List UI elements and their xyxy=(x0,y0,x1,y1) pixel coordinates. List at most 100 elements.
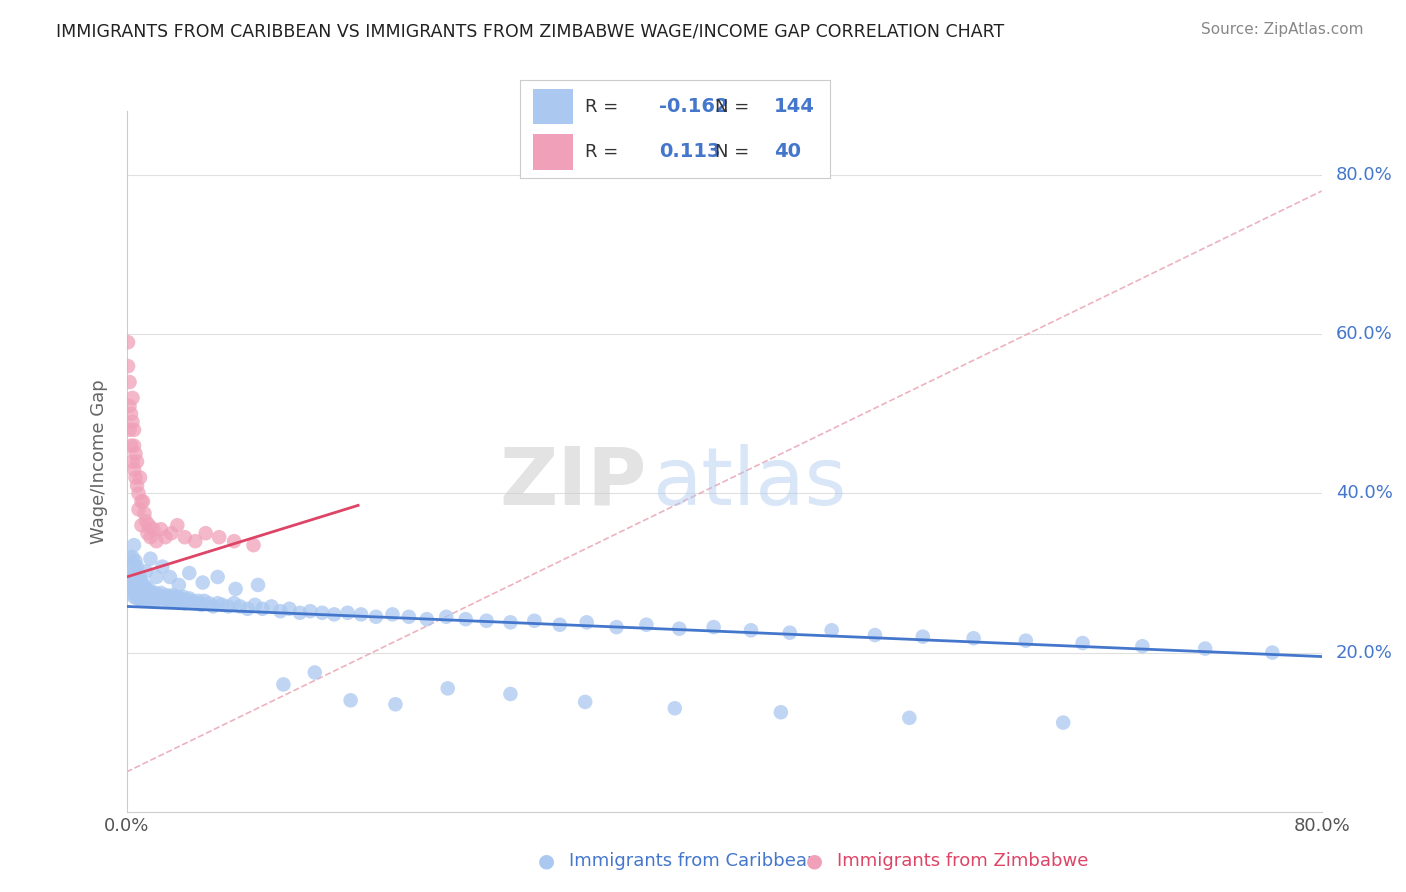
Point xyxy=(139,551,162,566)
Point xyxy=(118,399,141,413)
Point xyxy=(138,518,160,533)
Point xyxy=(193,594,215,608)
Point xyxy=(475,614,498,628)
Text: Immigrants from Zimbabwe: Immigrants from Zimbabwe xyxy=(837,852,1088,870)
Point xyxy=(398,609,420,624)
Point xyxy=(120,407,142,421)
Point xyxy=(548,617,571,632)
Point xyxy=(127,502,149,516)
Text: R =: R = xyxy=(585,98,619,116)
Point xyxy=(911,630,934,644)
Point xyxy=(169,591,191,606)
Bar xyxy=(533,134,572,169)
Point xyxy=(134,506,156,520)
Point xyxy=(122,538,145,552)
Text: Immigrants from Caribbean: Immigrants from Caribbean xyxy=(569,852,818,870)
Bar xyxy=(533,89,572,124)
Y-axis label: Wage/Income Gap: Wage/Income Gap xyxy=(90,379,108,544)
Point xyxy=(138,591,160,606)
Point xyxy=(499,615,522,630)
Point xyxy=(160,594,183,608)
Point xyxy=(132,590,155,604)
Point xyxy=(242,538,264,552)
Point xyxy=(155,591,177,606)
Point xyxy=(179,591,201,606)
Point xyxy=(122,570,145,584)
Point xyxy=(135,582,157,596)
Point xyxy=(152,590,174,604)
Point xyxy=(222,596,246,610)
Point xyxy=(118,570,141,584)
Point xyxy=(125,574,148,588)
Point xyxy=(384,698,406,712)
Point xyxy=(779,625,801,640)
Point xyxy=(136,586,159,600)
Text: 40: 40 xyxy=(773,143,801,161)
Point xyxy=(142,591,165,606)
Point xyxy=(304,665,326,680)
Point xyxy=(606,620,628,634)
Point xyxy=(122,582,145,596)
Point xyxy=(143,586,166,600)
Point xyxy=(127,588,149,602)
Point xyxy=(155,530,177,544)
Point xyxy=(159,590,181,604)
Point xyxy=(197,596,219,610)
Point xyxy=(575,615,598,630)
Point xyxy=(636,617,658,632)
Point xyxy=(170,594,193,608)
Point xyxy=(211,598,233,612)
Point xyxy=(364,609,387,624)
Point xyxy=(863,628,886,642)
Point xyxy=(134,578,156,592)
Point xyxy=(436,681,458,696)
Point xyxy=(416,612,439,626)
Point xyxy=(124,554,146,568)
Point xyxy=(127,486,149,500)
Point xyxy=(132,582,155,596)
Point xyxy=(179,566,201,580)
Point xyxy=(1194,641,1216,656)
Point xyxy=(145,570,167,584)
Point xyxy=(1261,646,1284,660)
Point xyxy=(299,604,322,618)
Point xyxy=(311,606,333,620)
Point xyxy=(157,594,180,608)
Point xyxy=(131,494,153,508)
Point xyxy=(187,594,209,608)
Point xyxy=(145,590,167,604)
Point xyxy=(117,359,139,373)
Point xyxy=(121,415,143,429)
Point xyxy=(156,588,179,602)
Point xyxy=(143,594,166,608)
Point xyxy=(125,582,148,596)
Point xyxy=(124,586,146,600)
Point xyxy=(523,614,546,628)
Point xyxy=(120,574,142,588)
Point xyxy=(174,594,197,608)
Point xyxy=(125,559,148,574)
Point xyxy=(129,586,152,600)
Point xyxy=(118,375,141,389)
Point xyxy=(118,550,141,565)
Point xyxy=(381,607,404,622)
Point xyxy=(122,439,145,453)
Point xyxy=(129,570,152,584)
Point xyxy=(125,454,148,469)
Text: 80.0%: 80.0% xyxy=(1336,166,1393,184)
Point xyxy=(132,582,155,596)
Point xyxy=(163,591,186,606)
Text: atlas: atlas xyxy=(652,443,846,522)
Point xyxy=(120,439,142,453)
Point xyxy=(703,620,725,634)
Text: ●: ● xyxy=(806,851,823,871)
Point xyxy=(166,590,188,604)
Point xyxy=(131,575,153,590)
Point xyxy=(135,565,157,579)
Point xyxy=(167,578,190,592)
Point xyxy=(160,526,183,541)
Point xyxy=(139,588,162,602)
Point xyxy=(243,598,266,612)
Point xyxy=(222,534,246,549)
Point xyxy=(962,632,984,646)
